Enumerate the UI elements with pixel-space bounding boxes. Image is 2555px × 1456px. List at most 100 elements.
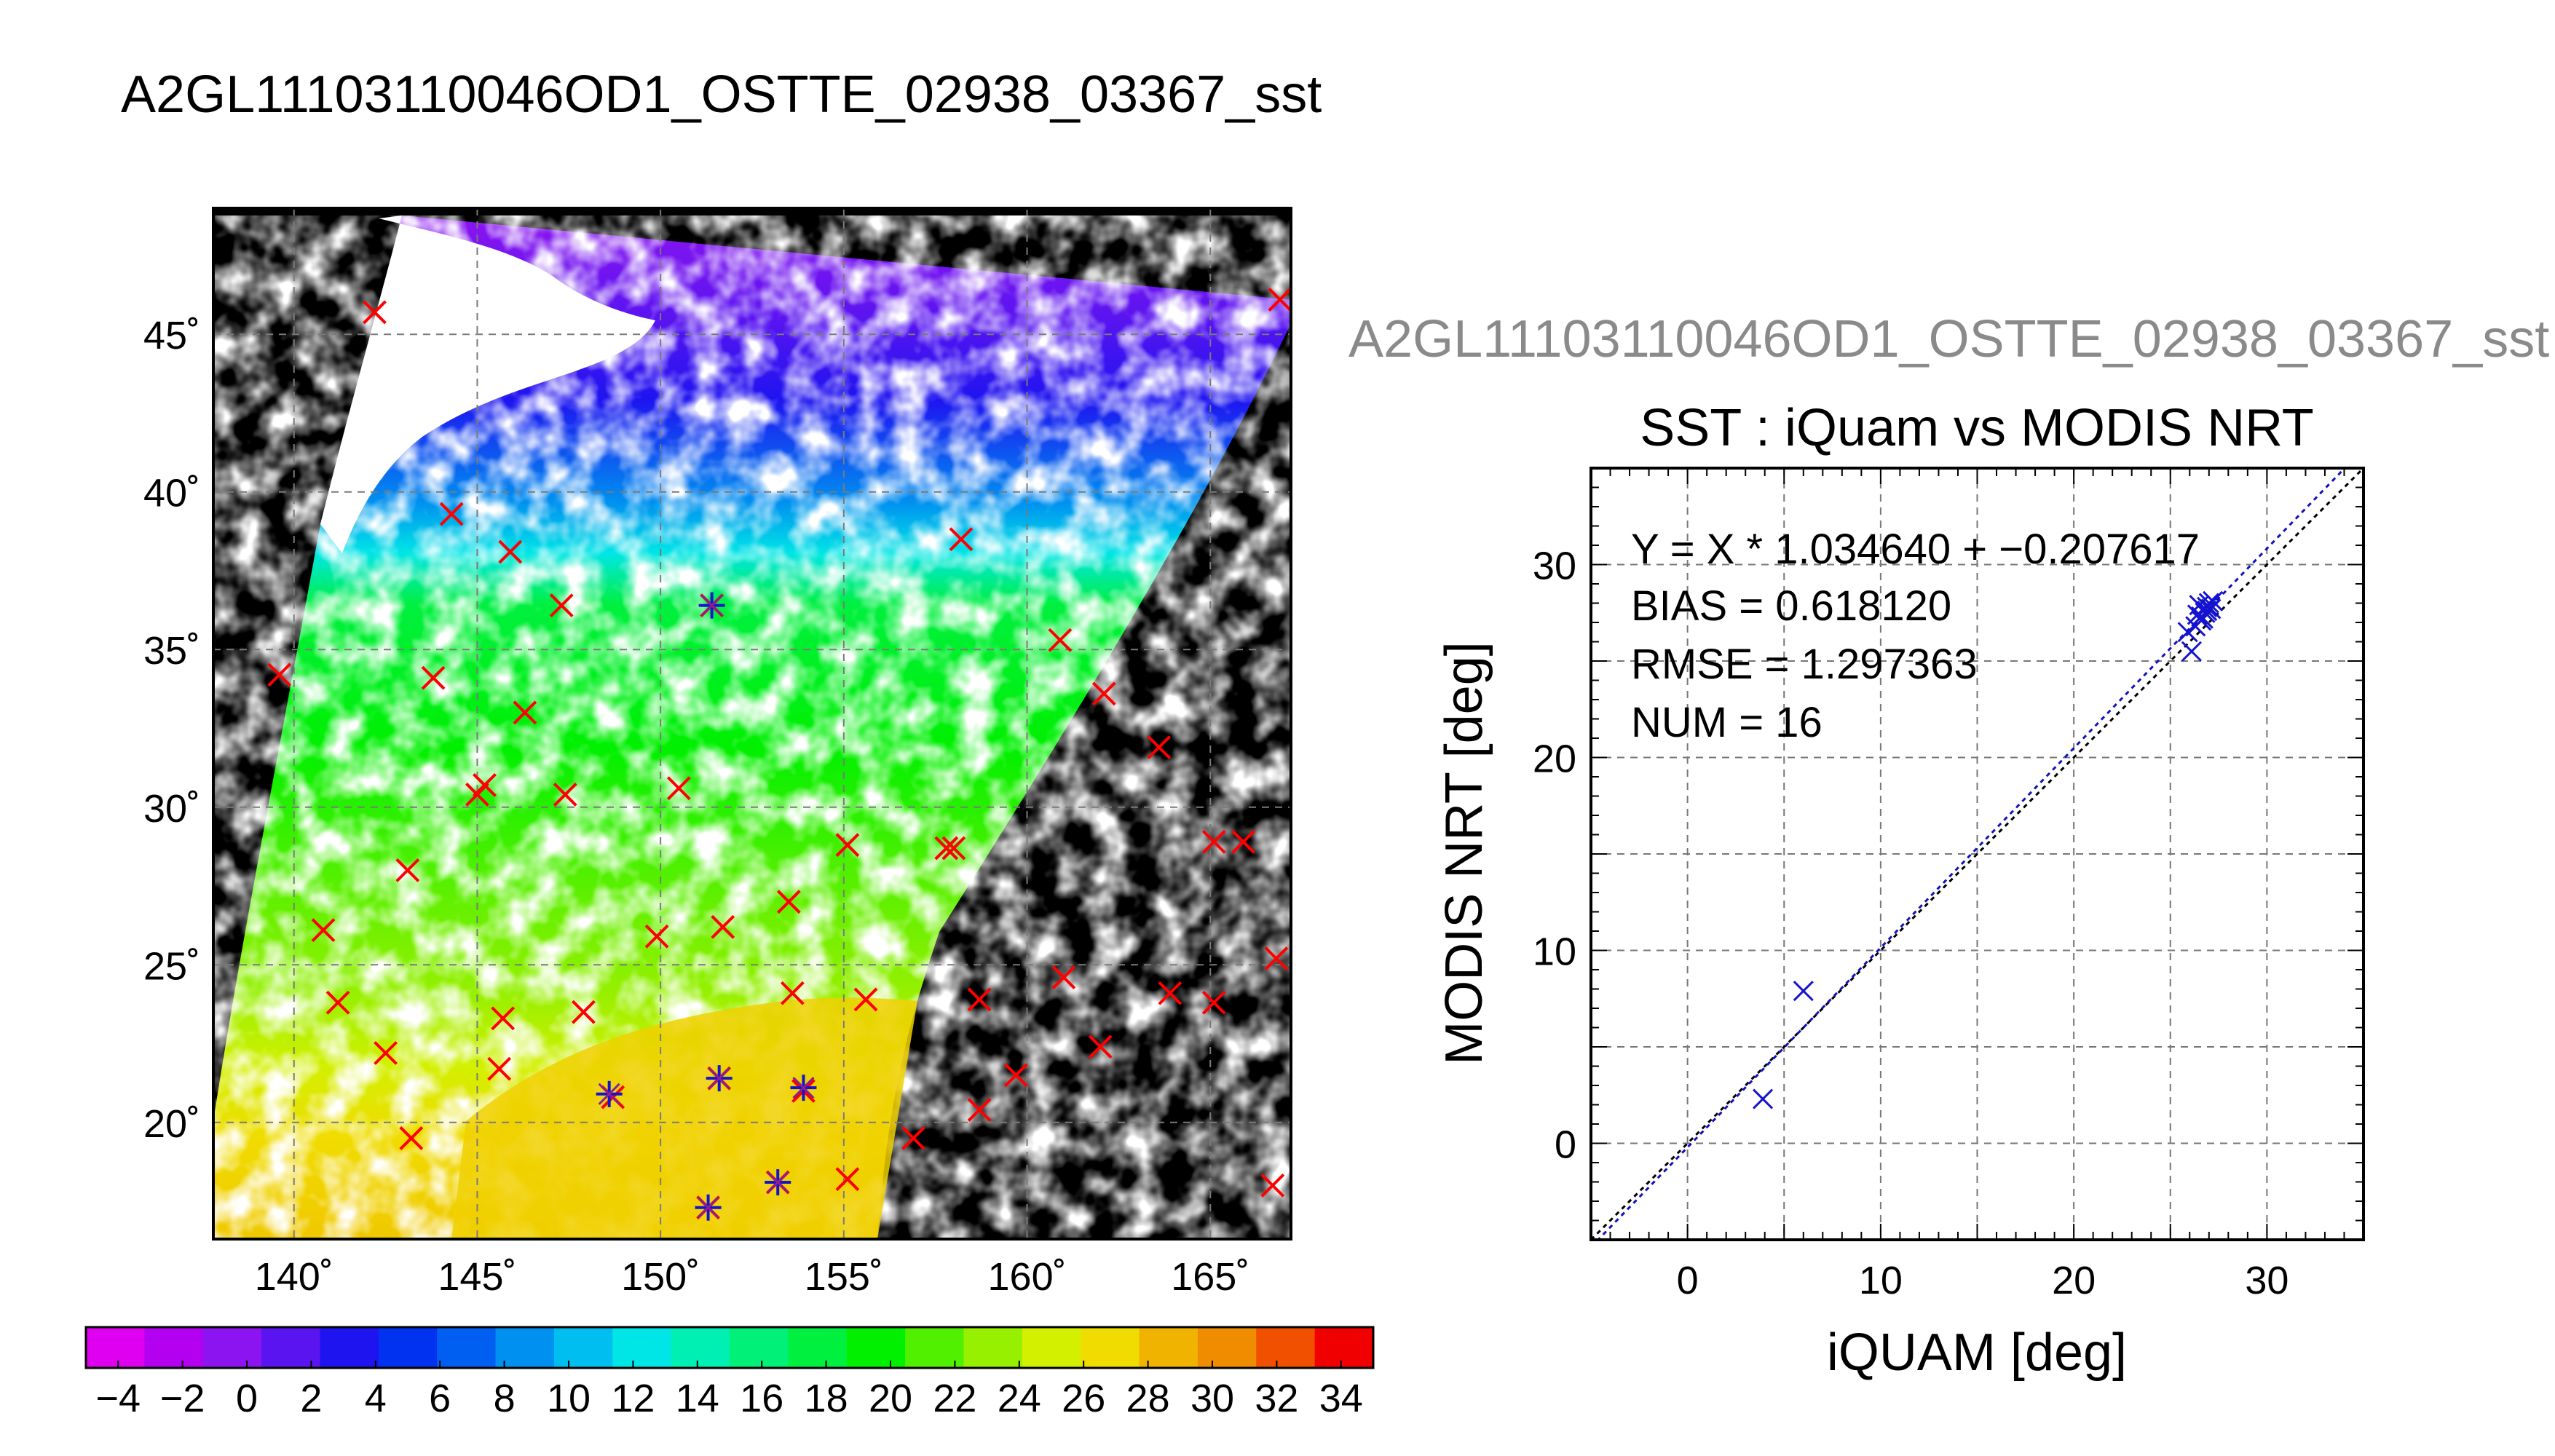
match-marker bbox=[1048, 628, 1073, 652]
colorbar-tick-label: 16 bbox=[740, 1377, 783, 1420]
colorbar-frame bbox=[84, 1326, 1375, 1369]
num-stat: NUM = 16 bbox=[1631, 699, 1823, 746]
scatter-title: SST : iQuam vs MODIS NRT bbox=[1640, 399, 2314, 457]
x-tick-label: 30 bbox=[2245, 1259, 2289, 1302]
scatter-point bbox=[2181, 641, 2202, 662]
match-marker bbox=[644, 924, 669, 949]
scatter-point bbox=[2185, 616, 2206, 637]
colorbar-tick-label: 28 bbox=[1126, 1377, 1170, 1420]
lat-tick-label: 20˚ bbox=[143, 1102, 200, 1146]
cloud-mask bbox=[213, 215, 1291, 1239]
scatter-point bbox=[1793, 981, 1814, 1002]
star-marker bbox=[790, 1075, 817, 1101]
match-marker bbox=[1004, 1063, 1028, 1088]
colorbar-tick-label: 6 bbox=[429, 1377, 451, 1420]
match-marker bbox=[399, 1126, 424, 1150]
lat-tick-label: 30˚ bbox=[143, 787, 200, 831]
y-tick-label: 10 bbox=[1533, 930, 1576, 974]
star-marker bbox=[596, 1080, 623, 1107]
colorbar-tick-label: 18 bbox=[805, 1377, 848, 1420]
match-marker bbox=[835, 1167, 860, 1192]
x-axis-title: iQUAM [deg] bbox=[1827, 1324, 2127, 1382]
colorbar-cell bbox=[671, 1327, 730, 1368]
colorbar-cell bbox=[788, 1327, 848, 1368]
colorbar-tick-label: 20 bbox=[869, 1377, 912, 1420]
sst-map: 140˚ 145˚ 150˚ 155˚ 160˚ 165˚ 20˚ 25˚ 30˚ 35˚ 40˚… bbox=[143, 207, 1292, 1299]
match-marker bbox=[949, 527, 974, 552]
colorbar-cells bbox=[86, 1327, 1374, 1368]
match-marker bbox=[1201, 829, 1226, 854]
scatter-point bbox=[2198, 593, 2219, 614]
colorbar-cell bbox=[730, 1327, 789, 1368]
lon-tick-label: 165˚ bbox=[1171, 1255, 1249, 1299]
scatter-point bbox=[2200, 598, 2222, 620]
match-marker bbox=[553, 783, 577, 807]
match-marker bbox=[421, 665, 446, 690]
match-marker bbox=[1201, 990, 1226, 1015]
x-tick-labels: 0 10 20 30 bbox=[1677, 1259, 2289, 1302]
lon-tick-label: 150˚ bbox=[621, 1255, 700, 1299]
lon-tick-label: 145˚ bbox=[438, 1255, 516, 1299]
scatter-point bbox=[2197, 601, 2218, 622]
colorbar-tick-label: 30 bbox=[1190, 1377, 1234, 1420]
star-marker bbox=[698, 592, 725, 619]
colorbar-tick-label: 8 bbox=[494, 1377, 516, 1420]
colorbar-tick-label: 24 bbox=[998, 1377, 1041, 1420]
sst-scatter: SST : iQuam vs MODIS NRT Y = X * 1.03464… bbox=[1435, 399, 2365, 1382]
colorbar-tick-labels: −4 −2 0 2 4 6 8 10 12 14 16 18 20 22 24 26 28 30 32 34 bbox=[95, 1361, 1363, 1420]
match-marker bbox=[1088, 1034, 1113, 1059]
colorbar-tick-label: −4 bbox=[95, 1377, 141, 1420]
match-marker bbox=[325, 990, 350, 1015]
land-japan bbox=[320, 215, 655, 553]
star-marker bbox=[695, 1194, 722, 1221]
star-marker bbox=[765, 1169, 791, 1196]
match-marker bbox=[439, 502, 464, 526]
match-marker bbox=[1158, 981, 1182, 1005]
colorbar-cell bbox=[495, 1327, 555, 1368]
colorbar-tick-label: 14 bbox=[676, 1377, 719, 1420]
colorbar-tick-label: 0 bbox=[236, 1377, 258, 1420]
colorbar-tick-label: 22 bbox=[933, 1377, 976, 1420]
map-grid bbox=[213, 208, 1291, 1239]
lat-tick-label: 25˚ bbox=[143, 944, 200, 988]
match-marker bbox=[853, 987, 878, 1012]
match-marker bbox=[498, 539, 523, 564]
colorbar-tick-label: 4 bbox=[365, 1377, 387, 1420]
match-marker bbox=[311, 918, 336, 943]
colorbar-cell bbox=[320, 1327, 379, 1368]
lat-tick-label: 45˚ bbox=[143, 314, 200, 357]
colorbar-cell bbox=[378, 1327, 438, 1368]
match-marker bbox=[1091, 681, 1116, 706]
match-marker bbox=[465, 783, 489, 807]
colorbar-cell bbox=[1314, 1327, 1374, 1368]
colorbar: −4 −2 0 2 4 6 8 10 12 14 16 18 20 22 24 26 28 30 32 34 bbox=[84, 1326, 1375, 1420]
colorbar-cell bbox=[202, 1327, 262, 1368]
match-marker bbox=[934, 836, 959, 860]
y-tick-label: 20 bbox=[1533, 737, 1576, 781]
match-marker bbox=[473, 773, 497, 797]
star-marker bbox=[706, 1065, 732, 1092]
colorbar-tick-label: 32 bbox=[1255, 1377, 1298, 1420]
match-marker bbox=[711, 914, 735, 939]
x-tick-label: 0 bbox=[1677, 1259, 1699, 1302]
lat-tick-label: 40˚ bbox=[143, 472, 200, 515]
lon-tick-labels: 140˚ 145˚ 150˚ 155˚ 160˚ 165˚ bbox=[255, 1255, 1250, 1299]
match-marker bbox=[901, 1126, 925, 1150]
y-tick-labels: 0 10 20 30 bbox=[1533, 545, 1576, 1167]
scatter-points bbox=[1753, 590, 2224, 1109]
bias-stat: BIAS = 0.618120 bbox=[1631, 582, 1951, 630]
identity-line bbox=[1591, 468, 2364, 1240]
match-marker bbox=[835, 833, 860, 858]
colorbar-cell bbox=[846, 1327, 906, 1368]
match-marker bbox=[776, 890, 801, 914]
y-tick-label: 0 bbox=[1555, 1123, 1576, 1167]
match-marker bbox=[941, 836, 966, 860]
colorbar-cell bbox=[144, 1327, 204, 1368]
x-tick-label: 10 bbox=[1859, 1259, 1903, 1302]
map-frame bbox=[212, 207, 1292, 1241]
colorbar-cell bbox=[612, 1327, 672, 1368]
colorbar-cell bbox=[1081, 1327, 1140, 1368]
lon-tick-label: 155˚ bbox=[805, 1255, 883, 1299]
match-marker bbox=[1268, 288, 1292, 312]
colorbar-cell bbox=[963, 1327, 1023, 1368]
